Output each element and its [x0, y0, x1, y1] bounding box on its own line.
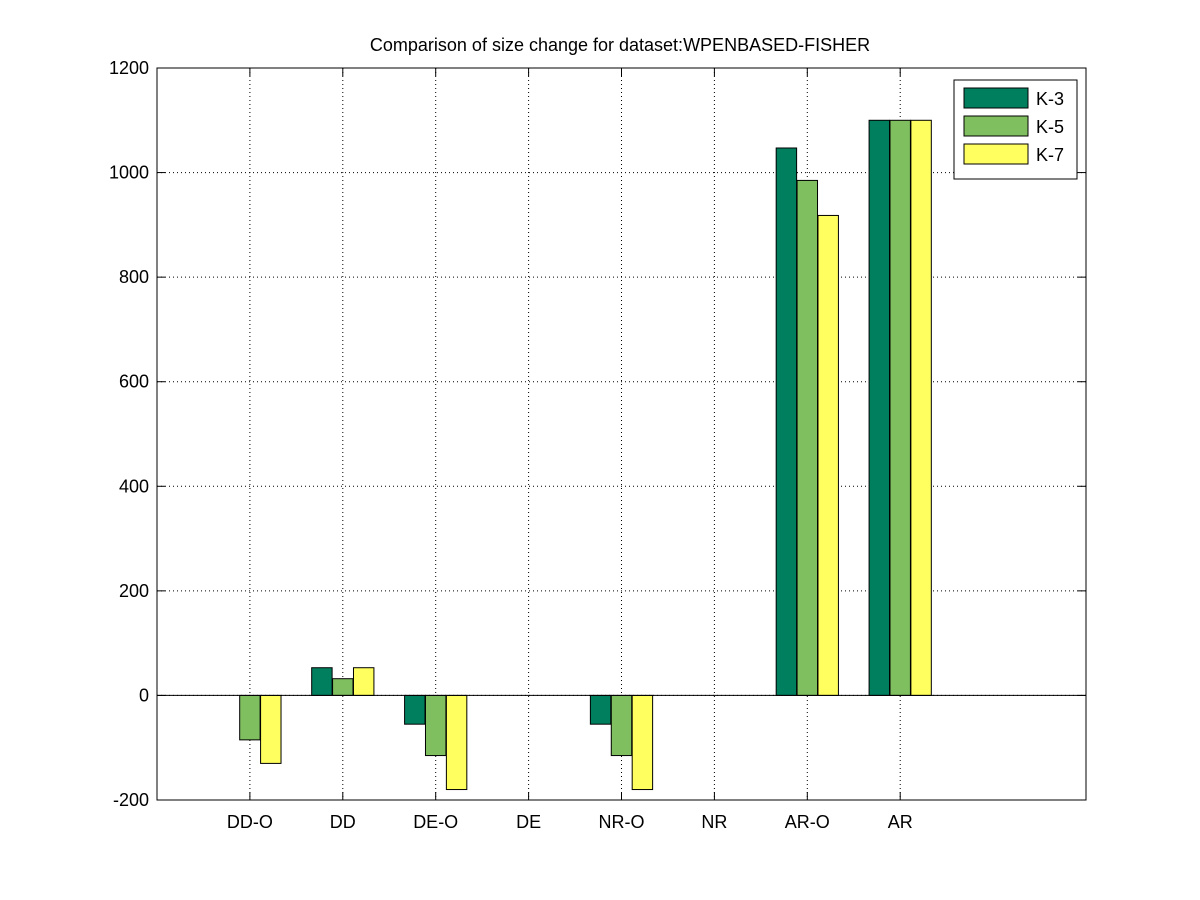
legend-swatch-k-5 — [963, 115, 1029, 137]
legend-label-k-7: K-7 — [1036, 145, 1064, 165]
bar-k-5-ar-o — [796, 179, 819, 696]
legend-label-k-5: K-5 — [1036, 117, 1064, 137]
bar-k-7-dd-o — [260, 694, 282, 764]
x-tick-label: AR-O — [785, 812, 830, 832]
x-tick-label: AR — [888, 812, 913, 832]
y-tick-label: 0 — [139, 685, 149, 705]
bar-k-3-ar-o — [775, 147, 798, 696]
y-tick-label: 1000 — [109, 163, 149, 183]
bar-k-7-nr-o — [631, 694, 654, 791]
bar-k-3-de-o — [404, 694, 426, 725]
axes-background — [157, 68, 1086, 800]
x-tick-label: DD — [330, 812, 356, 832]
y-tick-label: -200 — [113, 790, 149, 810]
bar-k-7-ar — [910, 119, 932, 696]
legend-swatch-k-3 — [963, 87, 1029, 109]
bar-k-3-dd — [311, 667, 333, 696]
y-tick-label: 800 — [119, 267, 149, 287]
bar-k-5-nr-o — [610, 694, 633, 757]
x-tick-label: DE — [516, 812, 541, 832]
x-tick-label: NR-O — [599, 812, 645, 832]
y-tick-label: 400 — [119, 476, 149, 496]
bar-k-7-de-o — [445, 694, 468, 791]
legend-label-k-3: K-3 — [1036, 89, 1064, 109]
legend-swatch-k-7 — [963, 143, 1029, 165]
bar-k-5-de-o — [424, 694, 447, 757]
plot-area: -200 0 200 400 600 800 1000 1200 DD-O DD DE-O DE NR-… — [109, 58, 1087, 832]
bar-k-7-dd — [352, 667, 375, 696]
bar-k-3-ar — [868, 119, 891, 696]
x-tick-label: NR — [701, 812, 727, 832]
y-tick-label: 600 — [119, 372, 149, 392]
legend: K-3 K-5 K-7 — [953, 79, 1078, 180]
y-tick-label: 1200 — [109, 58, 149, 78]
x-tick-label: DD-O — [227, 812, 273, 832]
bar-k-5-dd-o — [239, 694, 261, 741]
axes-frame — [156, 67, 1087, 801]
y-tick-label: 200 — [119, 581, 149, 601]
chart-title: Comparison of size change for dataset:WP… — [370, 35, 870, 55]
bar-k-5-ar — [889, 119, 911, 696]
x-tick-label: DE-O — [413, 812, 458, 832]
bar-k-5-dd — [332, 678, 354, 696]
bar-k-7-ar-o — [817, 214, 839, 696]
bar-k-3-nr-o — [589, 694, 612, 725]
